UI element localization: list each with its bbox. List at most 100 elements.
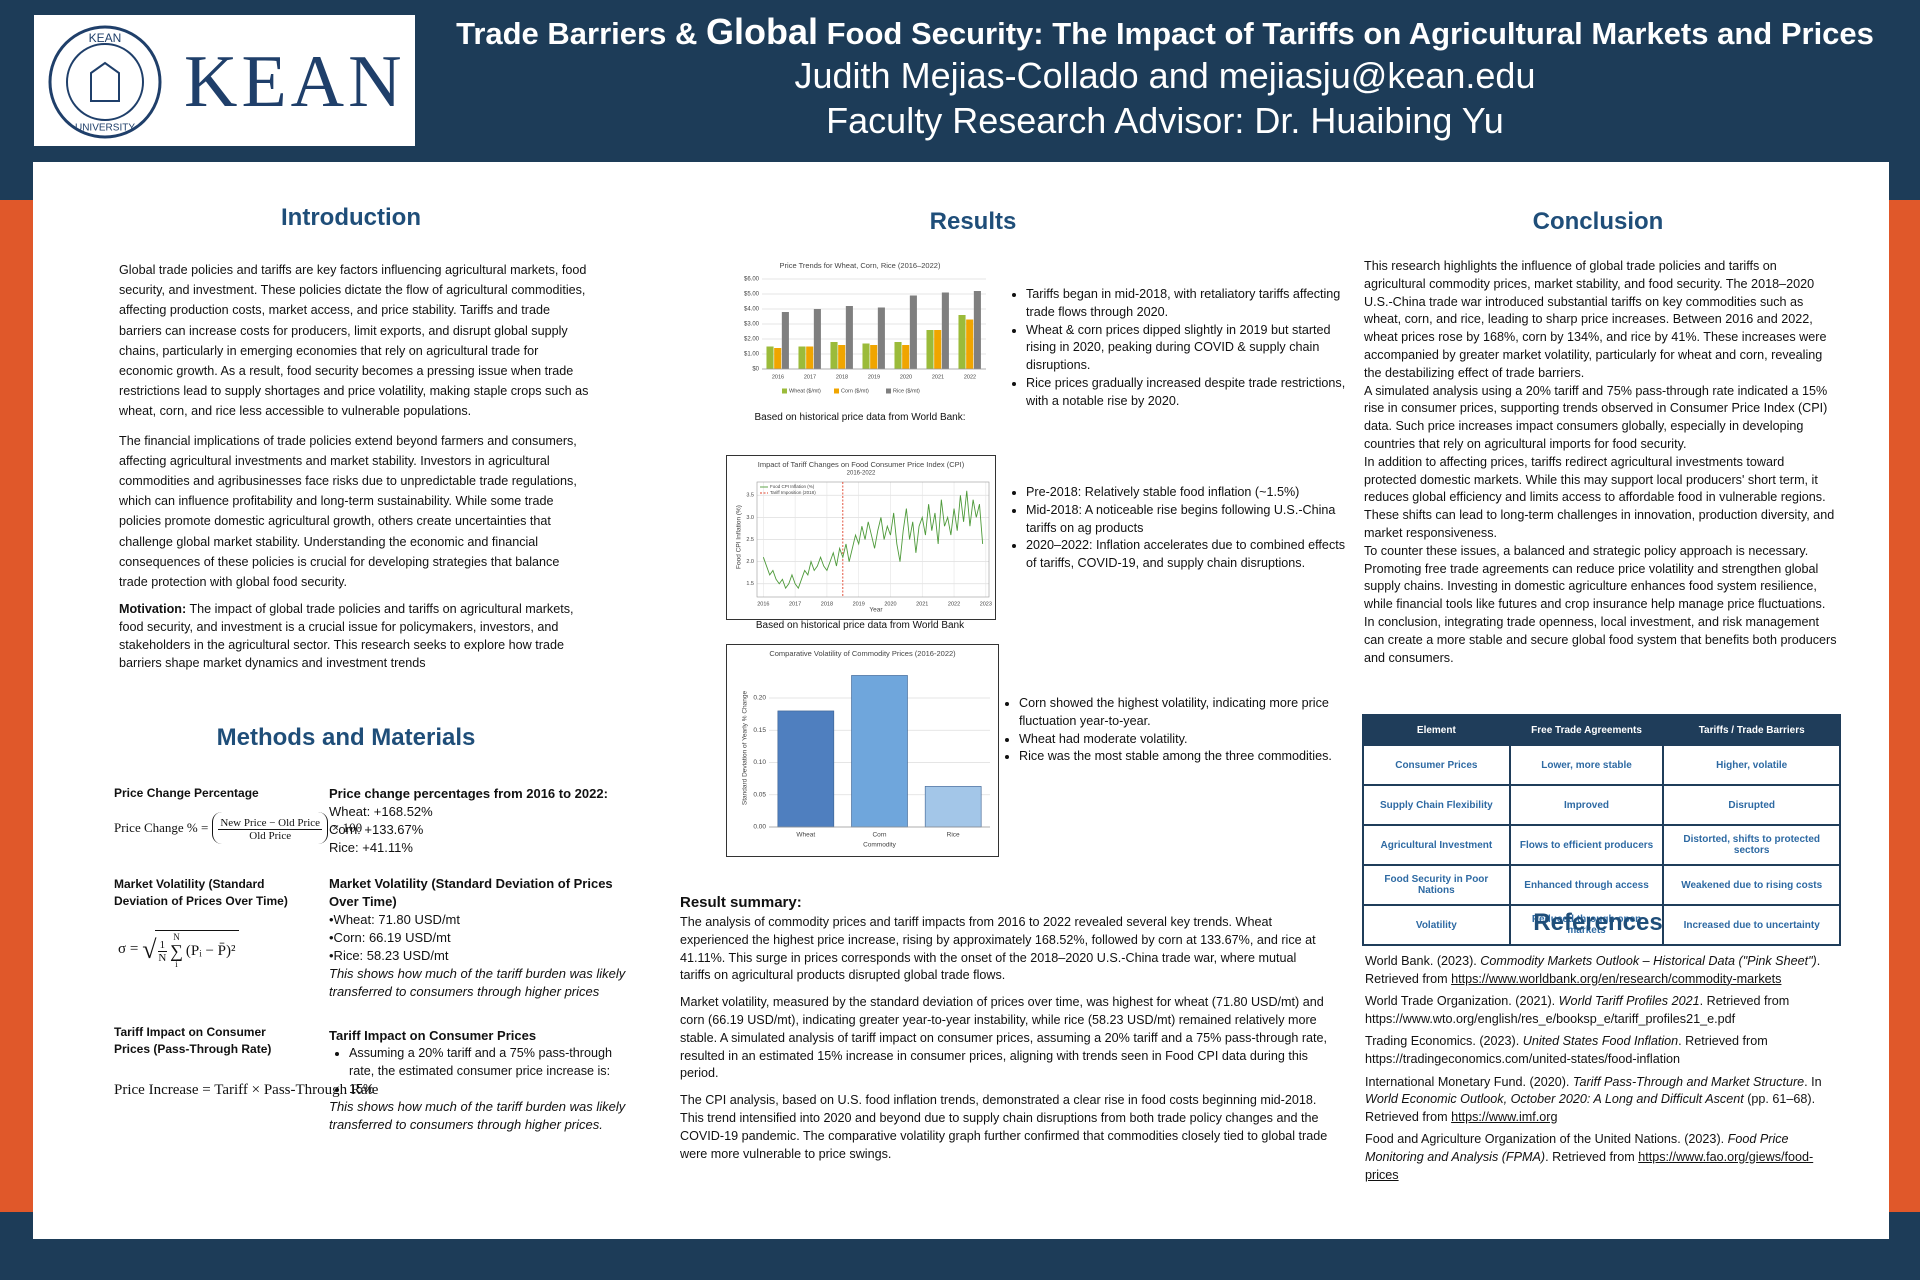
method-heading: Market Volatility (Standard Deviation of…: [329, 876, 613, 909]
bar: [774, 348, 782, 369]
x-tick-label: 2017: [789, 601, 801, 607]
y-tick-label: $2.00: [744, 337, 760, 343]
bullet: 15%: [349, 1081, 634, 1099]
result-bullets: Pre-2018: Relatively stable food inflati…: [1006, 484, 1358, 573]
table-header-cell: Free Trade Agreements: [1508, 714, 1665, 746]
legend-label: Food CPI Inflation (%): [770, 484, 815, 489]
paragraph: The analysis of commodity prices and tar…: [680, 915, 1316, 983]
formula-part: Old Price: [249, 830, 292, 842]
paragraph: The CPI analysis, based on U.S. food inf…: [680, 1093, 1328, 1161]
seal-text: KEAN: [89, 31, 122, 45]
y-tick-label: 3.5: [746, 493, 754, 499]
bar: [973, 291, 981, 369]
bar: [851, 675, 908, 828]
bar: [813, 309, 821, 369]
line: [762, 490, 984, 590]
x-tick-label: 2021: [916, 601, 928, 607]
method-label: Tariff Impact on Consumer Prices (Pass-T…: [114, 1025, 272, 1056]
method-line: Corn: +133.67%: [329, 822, 424, 837]
table-cell: Food Security in Poor Nations: [1362, 864, 1511, 906]
reference-part: United States Food Inflation: [1522, 1034, 1679, 1049]
reference-part: World Trade Organization. (2021).: [1365, 994, 1559, 1009]
x-tick-label: Rice: [947, 832, 960, 839]
logo-word: KEAN: [184, 41, 406, 123]
y-tick-label: 3.0: [746, 515, 754, 521]
legend-label: Wheat ($/mt): [789, 388, 821, 394]
table-cell: Improved: [1508, 784, 1665, 826]
method-heading: Tariff Impact on Consumer Prices: [329, 1028, 537, 1043]
chart: Price Trends for Wheat, Corn, Rice (2016…: [744, 261, 986, 394]
logo: KEAN UNIVERSITY KEAN: [34, 15, 415, 146]
method-line: •Wheat: 71.80 USD/mt: [329, 912, 460, 927]
table-cell: Supply Chain Flexibility: [1362, 784, 1511, 826]
legend-swatch: [886, 388, 891, 394]
table-row: Agricultural Investment Flows to efficien…: [1362, 824, 1841, 866]
bar: [830, 342, 838, 369]
reference: International Monetary Fund. (2020). Tar…: [1365, 1074, 1833, 1127]
section-heading: Methods and Materials: [216, 724, 476, 751]
reference: Trading Economics. (2023). United States…: [1365, 1033, 1833, 1068]
method-line: •Corn: 66.19 USD/mt: [329, 930, 451, 945]
section-heading: Conclusion: [1532, 208, 1664, 235]
authors: Judith Mejias-Collado and mejiasju@kean.…: [794, 55, 1536, 96]
bar: [870, 345, 878, 369]
reference-part: International Monetary Fund. (2020).: [1365, 1074, 1573, 1089]
title-part: Trade Barriers &: [456, 16, 698, 51]
x-axis-label: Commodity: [863, 842, 897, 849]
y-tick-label: 0.05: [753, 791, 766, 798]
bar: [806, 346, 814, 369]
intro-text: Global trade policies and tariffs are ke…: [119, 260, 591, 681]
reference: World Bank. (2023). Commodity Markets Ou…: [1365, 953, 1833, 988]
method-heading: Price change percentages from 2016 to 20…: [329, 786, 608, 801]
reference-part: World Economic Outlook, October 2020: A …: [1365, 1092, 1744, 1107]
poster-title: Trade Barriers & Global Food Security: T…: [420, 12, 1910, 54]
bullet: Pre-2018: Relatively stable food inflati…: [1026, 484, 1358, 502]
title-part: Food Security: The Impact of Tariffs on …: [826, 16, 1874, 51]
table-header-cell: Tariffs / Trade Barriers: [1662, 714, 1841, 746]
table-cell: Volatility: [1362, 904, 1511, 946]
formula-part: ∑: [170, 941, 183, 961]
table-cell: Reduced through open markets: [1508, 904, 1665, 946]
formula: Price Increase = Tariff × Pass-Through R…: [114, 1082, 379, 1098]
x-tick-label: 2018: [836, 374, 848, 380]
x-tick-label: 2019: [853, 601, 865, 607]
x-tick-label: 2023: [980, 601, 992, 607]
method-bullets: Assuming a 20% tariff and a 75% pass-thr…: [329, 1045, 634, 1098]
table-cell: Distorted, shifts to protected sectors: [1662, 824, 1841, 866]
motivation-text: The impact of global trade policies and …: [119, 602, 574, 670]
bar: [862, 343, 870, 369]
y-tick-label: 0.00: [753, 824, 766, 831]
x-tick-label: 2016: [757, 601, 769, 607]
bar: [958, 315, 966, 369]
chart-caption: Based on historical price data from Worl…: [755, 620, 965, 631]
chart: Impact of Tariff Changes on Food Consume…: [726, 455, 996, 620]
section-heading: Results: [929, 208, 1017, 235]
method-result: Tariff Impact on Consumer Prices Assumin…: [329, 1027, 634, 1134]
bar: [777, 710, 835, 828]
motivation: Motivation: The impact of global trade p…: [119, 601, 591, 672]
bullet: Wheat had moderate volatility.: [1019, 731, 1334, 749]
reference: World Trade Organization. (2021). World …: [1365, 993, 1833, 1028]
chart-title: Comparative Volatility of Commodity Pric…: [769, 649, 956, 658]
table-body: Consumer Prices Lower, more stable Higher,…: [1362, 744, 1841, 946]
bullet: Mid-2018: A noticeable rise begins follo…: [1026, 502, 1358, 538]
paragraph: Global trade policies and tariffs are ke…: [119, 263, 589, 419]
x-axis-label: Year: [869, 607, 883, 614]
bullet: Assuming a 20% tariff and a 75% pass-thr…: [349, 1045, 634, 1081]
references: World Bank. (2023). Commodity Markets Ou…: [1365, 953, 1833, 1189]
x-tick-label: 2016: [772, 374, 784, 380]
bullet: Corn showed the highest volatility, indi…: [1019, 695, 1334, 731]
table-header-cell: Element: [1362, 714, 1511, 746]
legend-swatch: [834, 388, 839, 394]
table-cell: Higher, volatile: [1662, 744, 1841, 786]
method-result: Market Volatility (Standard Deviation of…: [329, 875, 629, 1001]
comparison-table: Element Free Trade Agreements Tariffs / Tr…: [1362, 714, 1841, 946]
formula-part: 1: [157, 938, 168, 952]
table-cell: Disrupted: [1662, 784, 1841, 826]
bar: [838, 345, 846, 369]
reference-part: . In: [1804, 1074, 1822, 1089]
reference-part: World Tariff Profiles 2021: [1558, 994, 1700, 1009]
